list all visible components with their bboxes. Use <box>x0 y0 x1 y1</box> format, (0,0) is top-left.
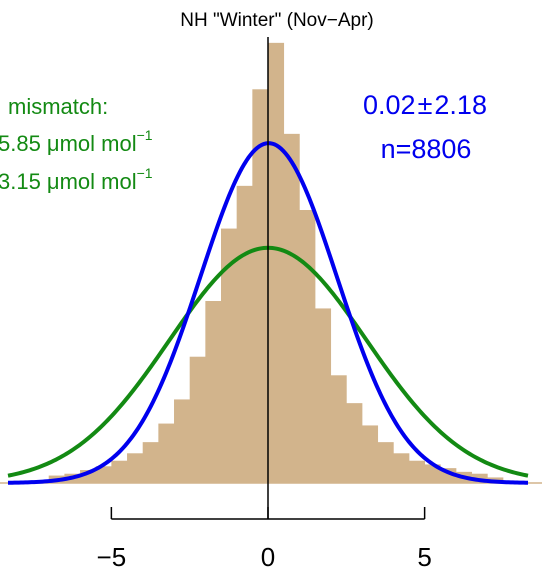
histogram-bar <box>142 442 159 483</box>
histogram-bar <box>346 403 363 483</box>
histogram-bar <box>127 453 144 483</box>
histogram-bar <box>408 460 426 483</box>
histogram-bar <box>158 423 175 483</box>
x-tick-label: 5 <box>417 542 431 570</box>
annotation-blue-line1: 0.02±2.18 <box>363 90 487 120</box>
annotation-green-line1: mismatch: <box>8 94 108 119</box>
histogram-bar <box>424 464 441 483</box>
histogram-bar <box>299 210 316 483</box>
histogram-bar <box>236 185 253 484</box>
x-axis: −5 0 5 <box>97 507 432 570</box>
histogram-bar <box>268 42 285 484</box>
histogram-bar <box>205 301 222 483</box>
histogram <box>48 42 504 484</box>
histogram-bar <box>283 133 300 484</box>
histogram-bar <box>111 460 128 483</box>
x-tick-label: −5 <box>97 542 127 570</box>
histogram-bar <box>377 442 394 483</box>
histogram-bar <box>361 425 379 483</box>
histogram-bar <box>314 308 332 483</box>
histogram-bar <box>221 228 238 483</box>
histogram-bar <box>252 89 269 483</box>
annotation-green: mismatch: 5.85 μmol mol−1 3.15 μmol mol−… <box>0 94 153 194</box>
histogram-bar <box>174 399 191 483</box>
annotation-green-line3: 3.15 μmol mol−1 <box>0 165 153 194</box>
chart-title: NH "Winter" (Nov−Apr) <box>180 10 374 31</box>
annotation-green-line2: 5.85 μmol mol−1 <box>0 127 153 156</box>
annotation-blue-line2: n=8806 <box>381 134 472 164</box>
histogram-bar <box>95 466 112 483</box>
annotation-blue: 0.02±2.18 n=8806 <box>363 90 487 164</box>
x-tick-label: 0 <box>261 542 275 570</box>
histogram-bar <box>393 453 410 483</box>
histogram-bar <box>330 375 347 483</box>
histogram-bar <box>189 356 206 483</box>
